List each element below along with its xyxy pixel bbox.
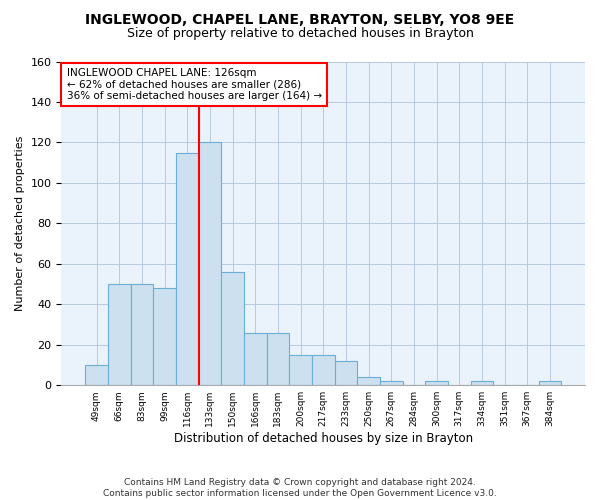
Bar <box>289 355 312 385</box>
X-axis label: Distribution of detached houses by size in Brayton: Distribution of detached houses by size … <box>173 432 473 445</box>
Text: INGLEWOOD, CHAPEL LANE, BRAYTON, SELBY, YO8 9EE: INGLEWOOD, CHAPEL LANE, BRAYTON, SELBY, … <box>85 12 515 26</box>
Bar <box>131 284 153 385</box>
Bar <box>312 355 335 385</box>
Bar <box>153 288 176 385</box>
Bar <box>539 381 561 385</box>
Bar <box>425 381 448 385</box>
Bar <box>244 332 266 385</box>
Text: INGLEWOOD CHAPEL LANE: 126sqm
← 62% of detached houses are smaller (286)
36% of : INGLEWOOD CHAPEL LANE: 126sqm ← 62% of d… <box>67 68 322 101</box>
Bar <box>380 381 403 385</box>
Bar <box>221 272 244 385</box>
Bar <box>266 332 289 385</box>
Bar <box>470 381 493 385</box>
Bar <box>176 152 199 385</box>
Bar <box>85 365 108 385</box>
Y-axis label: Number of detached properties: Number of detached properties <box>15 136 25 311</box>
Bar <box>108 284 131 385</box>
Bar <box>335 361 357 385</box>
Text: Contains HM Land Registry data © Crown copyright and database right 2024.
Contai: Contains HM Land Registry data © Crown c… <box>103 478 497 498</box>
Text: Size of property relative to detached houses in Brayton: Size of property relative to detached ho… <box>127 28 473 40</box>
Bar <box>199 142 221 385</box>
Bar <box>357 377 380 385</box>
